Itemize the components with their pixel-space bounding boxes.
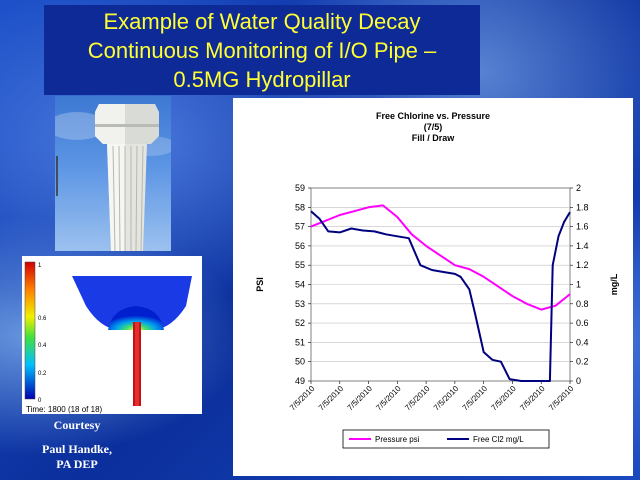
y-tick-label: 51: [295, 337, 305, 347]
slide-title: Example of Water Quality Decay Continuou…: [44, 5, 480, 95]
courtesy-label: Courtesy: [53, 418, 101, 432]
courtesy-block: Courtesy Paul Handke, PA DEP: [22, 418, 132, 472]
y-tick-label: 50: [295, 357, 305, 367]
y-tick-label: 53: [295, 299, 305, 309]
x-tick-label: 7/5/2010: [346, 384, 375, 413]
simulation-time-label: Time: 1800 (18 of 18): [26, 405, 103, 414]
y2-tick-label: 0.8: [576, 299, 589, 309]
chart-title-line-2: (7/5): [423, 122, 443, 132]
y2-tick-label: 0: [576, 376, 581, 386]
x-tick-label: 7/5/2010: [461, 384, 490, 413]
colorbar: [24, 261, 36, 400]
y2-axis-label: mg/L: [609, 273, 619, 295]
colorbar-tick: 0.6: [38, 316, 47, 322]
y2-tick-label: 0.2: [576, 357, 589, 367]
tank-body: [72, 276, 192, 330]
colorbar-tick: 0.2: [38, 371, 47, 377]
colorbar-tick: 1: [38, 263, 42, 269]
series-line-1: [310, 204, 571, 311]
y2-tick-label: 0.4: [576, 337, 589, 347]
slide-title-line-2: Continuous Monitoring of I/O Pipe –: [87, 38, 437, 63]
x-tick-label: 7/5/2010: [432, 384, 461, 413]
slide-title-line-1: Example of Water Quality Decay: [103, 9, 421, 34]
legend-label: Free Cl2 mg/L: [473, 435, 524, 444]
credit-org: PA DEP: [56, 457, 98, 471]
y-tick-label: 58: [295, 202, 305, 212]
x-tick-label: 7/5/2010: [547, 384, 576, 413]
chart-panel: Free Chlorine vs. Pressure (7/5) Fill / …: [233, 98, 633, 476]
x-tick-label: 7/5/2010: [288, 384, 317, 413]
legend-label: Pressure psi: [375, 435, 420, 444]
y-tick-label: 55: [295, 260, 305, 270]
chart-title-line-3: Fill / Draw: [411, 133, 455, 143]
y-tick-label: 52: [295, 318, 305, 328]
y-tick-label: 59: [295, 183, 305, 193]
y-axis-label: PSI: [255, 277, 265, 292]
y2-tick-label: 0.6: [576, 318, 589, 328]
x-tick-label: 7/5/2010: [489, 384, 518, 413]
y-tick-label: 49: [295, 376, 305, 386]
y2-tick-label: 1.8: [576, 202, 589, 212]
y-tick-label: 54: [295, 280, 305, 290]
y-tick-label: 56: [295, 241, 305, 251]
y2-tick-label: 1.6: [576, 222, 589, 232]
colorbar-tick: 0.4: [38, 343, 47, 349]
y-tick-label: 57: [295, 222, 305, 232]
legend: [342, 429, 550, 449]
x-tick-label: 7/5/2010: [317, 384, 346, 413]
credit-name: Paul Handke,: [41, 442, 113, 456]
x-tick-label: 7/5/2010: [374, 384, 403, 413]
x-tick-label: 7/5/2010: [518, 384, 547, 413]
simulation-panel: 1 0.6 0.4 0.2 0 Time: 1800 (18 of 18): [22, 256, 202, 414]
y2-tick-label: 1.2: [576, 260, 589, 270]
water-tower-photo: [55, 96, 171, 251]
x-tick-label: 7/5/2010: [403, 384, 432, 413]
chart-title-line-1: Free Chlorine vs. Pressure: [375, 111, 491, 121]
y2-tick-label: 2: [576, 183, 581, 193]
tank-plume: [108, 306, 164, 330]
series-line-2: [310, 210, 571, 382]
y2-tick-label: 1.4: [576, 241, 589, 251]
line-chart: 49 50 51 52 53 54 55 56 57 58 59 0 0.2 0.4 0.6 0.8 1 1.2 1…: [255, 183, 619, 449]
colorbar-tick: 0: [38, 398, 42, 404]
slide-title-line-3: 0.5MG Hydropillar: [173, 67, 351, 92]
y2-tick-label: 1: [576, 280, 581, 290]
